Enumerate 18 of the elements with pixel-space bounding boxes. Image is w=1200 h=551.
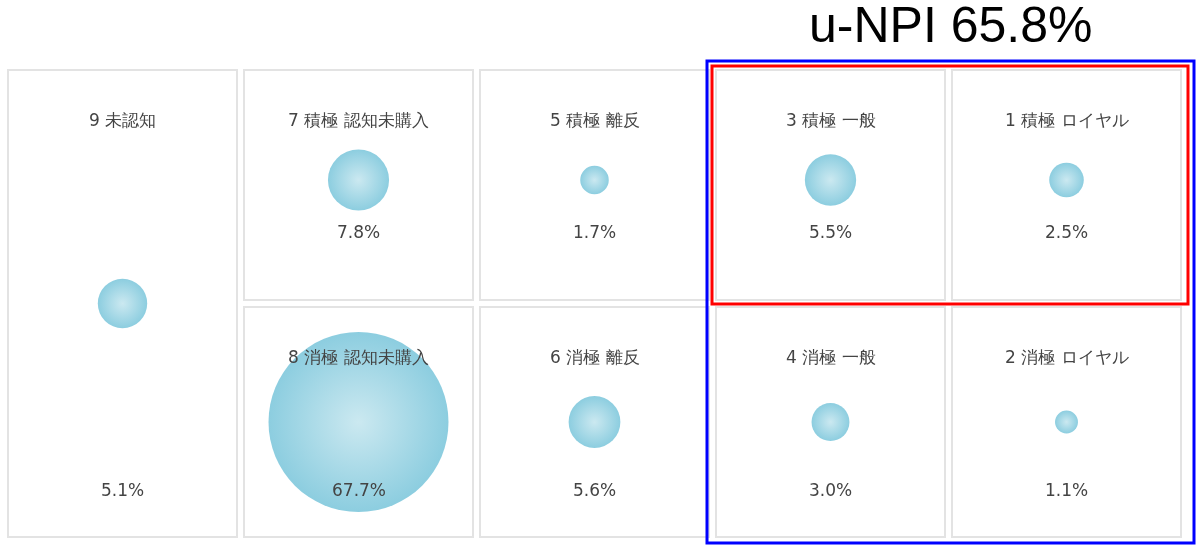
data-label: 67.7% [332,480,387,500]
category-label: 6 消極 離反 [550,347,640,367]
category-label: 5 積極 離反 [550,110,640,130]
category-label: 2 消極 ロイヤル [1005,347,1129,367]
data-label: 5.1% [101,480,145,500]
category-label: 7 積極 認知未購入 [288,110,429,130]
data-label: 2.5% [1045,222,1089,242]
category-label: 4 消極 一般 [786,347,876,367]
data-label: 1.7% [573,222,617,242]
data-label: 5.5% [809,222,853,242]
data-label: 5.6% [573,480,617,500]
text: u-NPI 65.8% [809,0,1093,53]
category-label: 3 積極 一般 [786,110,876,130]
category-label: 9 未認知 [89,110,157,130]
category-label: 1 積極 ロイヤル [1005,110,1129,130]
data-label: 7.8% [337,222,381,242]
data-label: 1.1% [1045,480,1089,500]
data-label: 3.0% [809,480,853,500]
